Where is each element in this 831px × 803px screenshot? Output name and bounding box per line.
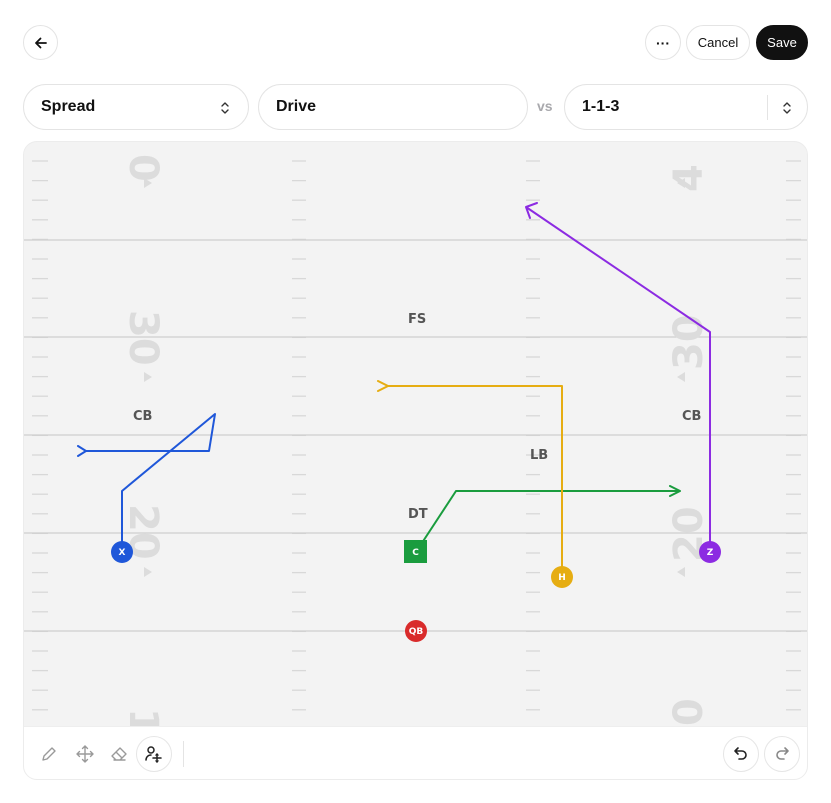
hash-marks	[32, 160, 801, 731]
yard-number: 4	[666, 164, 712, 192]
play-name-input[interactable]: Drive	[258, 84, 528, 130]
player-c-label: C	[412, 548, 419, 558]
route-z[interactable]	[525, 206, 711, 552]
yard-lines	[24, 239, 807, 632]
player-c[interactable]: C	[404, 540, 427, 563]
more-button[interactable]: ···	[645, 25, 681, 60]
formation-value: Spread	[41, 98, 96, 115]
position-cb-right: CB	[682, 409, 701, 424]
save-button[interactable]: Save	[756, 25, 808, 60]
route-h[interactable]	[377, 380, 563, 577]
play-name-value: Drive	[276, 98, 317, 115]
player-z[interactable]: Z	[699, 541, 721, 563]
player-x-label: X	[119, 548, 126, 558]
redo-button[interactable]	[764, 736, 800, 772]
chevron-updown-icon	[221, 102, 229, 114]
yard-number: 30	[120, 310, 166, 366]
route-z-arrowhead	[525, 202, 538, 219]
defense-select[interactable]: 1-1-3	[564, 84, 808, 130]
player-qb-label: QB	[409, 627, 424, 637]
route-c[interactable]	[415, 485, 681, 553]
position-fs: FS	[408, 312, 426, 327]
move-icon	[76, 745, 94, 763]
position-lb: LB	[530, 448, 548, 463]
eraser-tool[interactable]	[108, 743, 130, 765]
toolbar-divider	[183, 741, 184, 767]
yard-number: 0	[666, 698, 712, 726]
route-x[interactable]	[77, 413, 216, 552]
add-player-icon	[145, 746, 162, 763]
pencil-tool[interactable]	[38, 743, 60, 765]
cancel-button[interactable]: Cancel	[686, 25, 750, 60]
undo-button[interactable]	[723, 736, 759, 772]
save-label: Save	[767, 35, 797, 50]
field-canvas[interactable]: 0 4 30 30 20 20 1 0 FS CB CB LB DT	[24, 142, 808, 780]
player-z-label: Z	[707, 548, 714, 558]
arrow-left-icon	[34, 37, 47, 48]
undo-icon	[734, 747, 747, 760]
player-x[interactable]: X	[111, 541, 133, 563]
player-h[interactable]: H	[551, 566, 573, 588]
drawing-toolbar	[24, 726, 807, 779]
cancel-label: Cancel	[697, 35, 739, 50]
vs-label: vs	[537, 98, 553, 114]
defense-value: 1-1-3	[582, 98, 620, 115]
back-button[interactable]	[23, 25, 58, 60]
yard-number: 30	[666, 314, 712, 370]
ellipsis-icon: ···	[656, 34, 670, 51]
position-cb-left: CB	[133, 409, 152, 424]
yard-direction-triangles	[144, 178, 685, 577]
chevron-updown-icon	[783, 102, 791, 114]
formation-select[interactable]: Spread	[23, 84, 249, 130]
select-divider	[767, 95, 768, 120]
play-field[interactable]: 0 4 30 30 20 20 1 0 FS CB CB LB DT	[23, 141, 808, 780]
pencil-icon	[42, 747, 56, 761]
move-tool[interactable]	[74, 743, 96, 765]
add-player-tool[interactable]	[136, 736, 172, 772]
redo-icon	[776, 747, 789, 760]
eraser-icon	[111, 747, 127, 761]
player-h-label: H	[558, 573, 566, 583]
yard-number: 0	[120, 154, 166, 182]
position-dt: DT	[408, 507, 428, 522]
player-qb[interactable]: QB	[405, 620, 427, 642]
